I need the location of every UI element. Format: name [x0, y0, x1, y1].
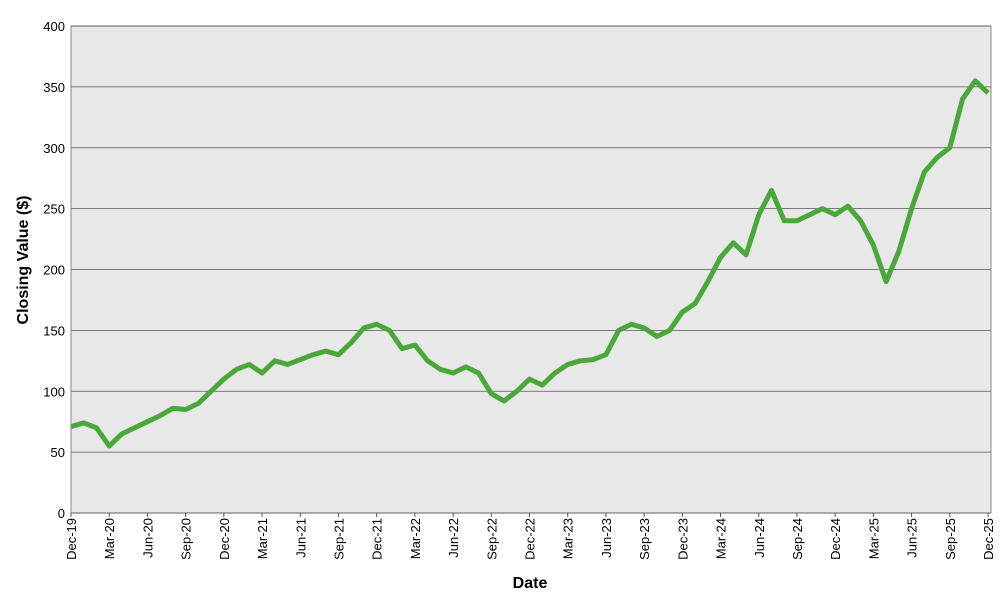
x-tick-label: Sep-21 [331, 518, 346, 560]
y-tick-label: 300 [43, 141, 65, 156]
x-tick-label: Dec-25 [981, 518, 996, 560]
x-tick-label: Dec-21 [370, 518, 385, 560]
x-tick-label: Sep-20 [179, 518, 194, 560]
x-tick-label: Mar-23 [561, 518, 576, 559]
x-tick-label: Jun-20 [140, 518, 155, 558]
x-tick-label: Mar-22 [408, 518, 423, 559]
x-tick-label: Mar-20 [102, 518, 117, 559]
y-tick-label: 100 [43, 384, 65, 399]
x-tick-label: Jun-22 [446, 518, 461, 558]
data-line [70, 78, 990, 449]
y-tick-label: 350 [43, 80, 65, 95]
y-tick-label: 250 [43, 202, 65, 217]
y-tick-label: 400 [43, 19, 65, 34]
x-axis-title: Date [513, 575, 548, 592]
y-axis-title: Closing Value ($) [15, 196, 32, 325]
x-tick-label: Jun-21 [293, 518, 308, 558]
x-tick-label: Sep-25 [943, 518, 958, 560]
x-tick-label: Dec-20 [217, 518, 232, 560]
x-tick-label: Dec-22 [523, 518, 538, 560]
x-tick-label: Jun-24 [752, 518, 767, 558]
x-tick-label: Sep-23 [637, 518, 652, 560]
x-tick-label: Dec-24 [828, 518, 843, 560]
x-tick-label: Sep-24 [790, 518, 805, 560]
y-tick-label: 50 [51, 445, 65, 460]
x-tick-label: Mar-24 [714, 518, 729, 559]
y-tick-label: 150 [43, 323, 65, 338]
x-tick-label: Jun-25 [905, 518, 920, 558]
x-tick-label: Dec-19 [64, 518, 79, 560]
x-tick-label: Jun-23 [599, 518, 614, 558]
x-tick-label: Dec-23 [675, 518, 690, 560]
y-tick-label: 200 [43, 263, 65, 278]
x-tick-label: Mar-21 [255, 518, 270, 559]
x-tick-label: Sep-22 [484, 518, 499, 560]
x-tick-label: Mar-25 [866, 518, 881, 559]
y-tick-label: 0 [58, 506, 65, 521]
